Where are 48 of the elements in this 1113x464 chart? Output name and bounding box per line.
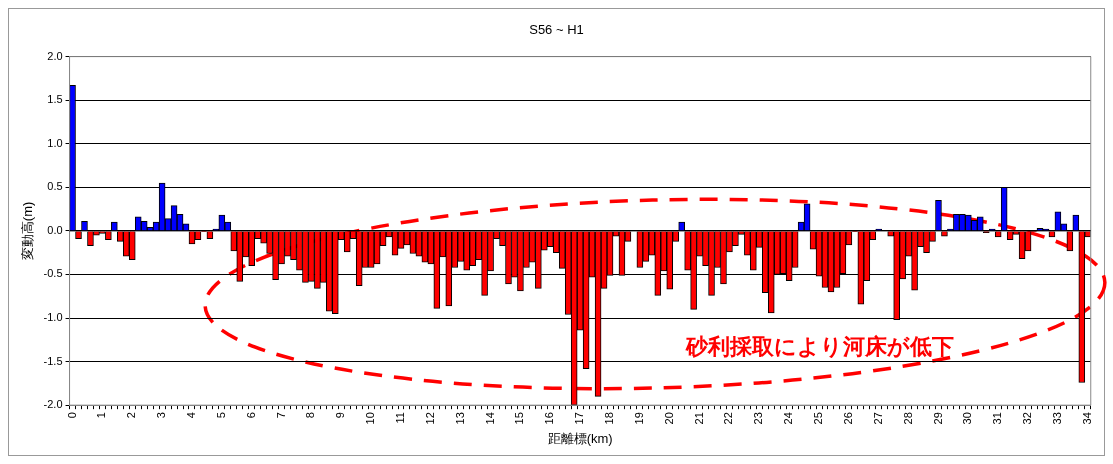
- x-tick-label: 5: [214, 412, 227, 419]
- y-tick-label: -1.5: [43, 354, 63, 367]
- x-tick-label: 12: [423, 412, 436, 425]
- y-tick-label: -2.0: [43, 398, 63, 411]
- x-tick-label: 32: [1021, 412, 1034, 425]
- x-tick-label: 14: [483, 412, 496, 425]
- y-tick-label: 0.5: [47, 180, 63, 193]
- x-tick-label: 30: [961, 412, 974, 425]
- y-tick-label: 1.5: [47, 93, 63, 106]
- x-tick-label: 29: [931, 412, 944, 425]
- chart-title: S56 ~ H1: [529, 22, 584, 38]
- x-tick-label: 22: [722, 412, 735, 425]
- y-tick-label: 1.0: [47, 136, 63, 149]
- y-tick-label: -0.5: [43, 267, 63, 280]
- x-tick-label: 33: [1050, 412, 1063, 425]
- y-tick-label: 2.0: [47, 49, 63, 62]
- x-tick-label: 34: [1080, 412, 1093, 425]
- x-tick-label: 31: [991, 412, 1004, 425]
- x-axis-title: 距離標(km): [547, 430, 613, 446]
- x-tick-label: 28: [901, 412, 914, 425]
- x-tick-label: 8: [304, 412, 317, 419]
- x-tick-label: 26: [841, 412, 854, 425]
- x-tick-label: 10: [364, 412, 377, 425]
- y-tick-label: -1.0: [43, 311, 63, 324]
- x-tick-label: 15: [513, 412, 526, 425]
- x-tick-label: 1: [95, 412, 108, 419]
- x-tick-label: 18: [603, 412, 616, 425]
- x-tick-label: 23: [752, 412, 765, 425]
- x-tick-label: 27: [871, 412, 884, 425]
- x-tick-label: 7: [274, 412, 287, 419]
- y-tick-label: 0.0: [47, 223, 63, 236]
- x-tick-label: 17: [573, 412, 586, 425]
- x-tick-label: 0: [65, 412, 78, 419]
- x-tick-label: 4: [185, 412, 198, 419]
- x-tick-label: 25: [812, 412, 825, 425]
- x-tick-label: 20: [662, 412, 675, 425]
- x-tick-label: 9: [334, 412, 347, 419]
- x-tick-label: 13: [453, 412, 466, 425]
- x-tick-label: 16: [543, 412, 556, 425]
- x-tick-label: 21: [692, 412, 705, 425]
- y-axis-title: 変動高(m): [20, 201, 36, 261]
- x-tick-label: 19: [632, 412, 645, 425]
- x-tick-label: 6: [244, 412, 257, 419]
- annotation: 砂利採取により河床が低下: [685, 333, 955, 359]
- x-tick-label: 3: [155, 412, 168, 419]
- x-tick-label: 11: [394, 412, 407, 424]
- x-tick-label: 24: [782, 412, 795, 425]
- x-tick-label: 2: [125, 412, 138, 419]
